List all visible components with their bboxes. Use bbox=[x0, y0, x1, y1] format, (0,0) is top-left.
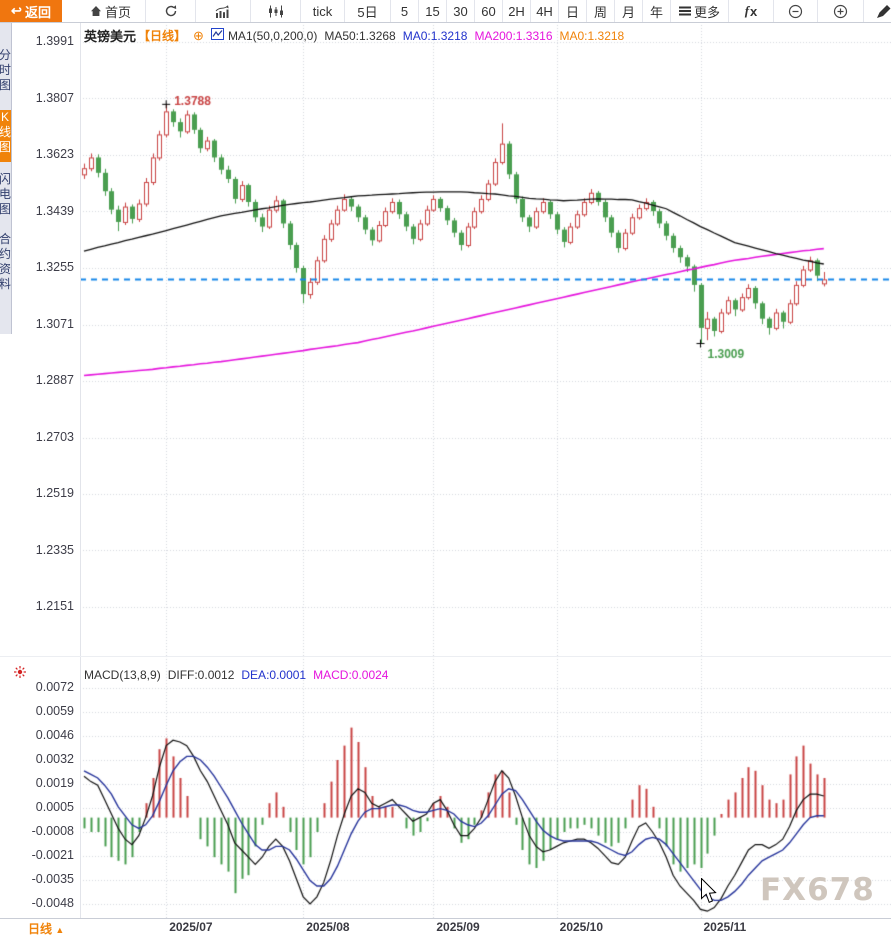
interval-button-年[interactable]: 年 bbox=[643, 0, 671, 22]
main-y-tick: 1.2887 bbox=[2, 373, 74, 387]
more-button[interactable]: 更多 bbox=[671, 0, 729, 22]
interval-button-60[interactable]: 60 bbox=[475, 0, 503, 22]
home-icon bbox=[90, 5, 102, 17]
macd-y-tick: -0.0008 bbox=[2, 824, 74, 838]
tick-label: tick bbox=[313, 4, 333, 19]
back-button[interactable]: ↩ 返回 bbox=[0, 0, 62, 22]
zoom-in-icon bbox=[833, 4, 848, 19]
interval-button-月[interactable]: 月 bbox=[615, 0, 643, 22]
macd-y-tick: 0.0005 bbox=[2, 800, 74, 814]
indicator-settings-icon[interactable] bbox=[13, 665, 27, 684]
period-switcher[interactable]: 日线 ▲ bbox=[28, 920, 64, 937]
main-y-tick: 1.3807 bbox=[2, 91, 74, 105]
tick-button[interactable]: tick bbox=[301, 0, 345, 22]
axis-border bbox=[80, 22, 81, 918]
macd-y-tick: -0.0048 bbox=[2, 896, 74, 910]
home-button[interactable]: 首页 bbox=[76, 0, 146, 22]
draw-pencil-button[interactable] bbox=[864, 0, 891, 22]
five-day-button[interactable]: 5日 bbox=[345, 0, 391, 22]
main-y-tick: 1.3623 bbox=[2, 147, 74, 161]
macd-y-tick: 0.0046 bbox=[2, 728, 74, 742]
sidebar-tab-4[interactable]: 合约资料 bbox=[0, 232, 11, 306]
main-y-tick: 1.3071 bbox=[2, 317, 74, 331]
x-axis-date: 2025/11 bbox=[704, 920, 747, 934]
macd-y-tick: -0.0035 bbox=[2, 872, 74, 886]
pencil-icon bbox=[875, 4, 891, 19]
main-chart-canvas[interactable] bbox=[80, 22, 891, 656]
zoom-out-button[interactable] bbox=[774, 0, 818, 22]
refresh-icon bbox=[164, 4, 178, 18]
sidebar-tab-3[interactable]: 闪电图 bbox=[0, 172, 11, 230]
interval-button-日[interactable]: 日 bbox=[559, 0, 587, 22]
interval-button-周[interactable]: 周 bbox=[587, 0, 615, 22]
fx-icon: f bbox=[745, 3, 749, 19]
more-icon bbox=[679, 6, 691, 16]
more-label: 更多 bbox=[694, 2, 720, 21]
back-label: 返回 bbox=[25, 2, 51, 21]
main-y-tick: 1.2151 bbox=[2, 599, 74, 613]
interval-button-30[interactable]: 30 bbox=[447, 0, 475, 22]
toolbar-spacer bbox=[62, 0, 76, 22]
macd-y-tick: 0.0032 bbox=[2, 752, 74, 766]
macd-chart-canvas[interactable] bbox=[80, 656, 891, 918]
macd-y-tick: 0.0059 bbox=[2, 704, 74, 718]
x-axis-date: 2025/09 bbox=[436, 920, 479, 934]
candlestick-chart-icon bbox=[268, 5, 284, 18]
x-axis-date: 2025/08 bbox=[306, 920, 349, 934]
main-y-tick: 1.2703 bbox=[2, 430, 74, 444]
indicator-fx-button[interactable]: ffxx bbox=[729, 0, 774, 22]
fx-x: x bbox=[750, 4, 757, 19]
main-y-tick: 1.3439 bbox=[2, 204, 74, 218]
interval-button-5[interactable]: 5 bbox=[391, 0, 419, 22]
main-y-tick: 1.2519 bbox=[2, 486, 74, 500]
trend-chart-icon bbox=[215, 5, 231, 18]
sidebar-tab-1[interactable]: 分时图 bbox=[0, 48, 11, 106]
candlestick-chart-button[interactable] bbox=[251, 0, 301, 22]
zoom-out-icon bbox=[788, 4, 803, 19]
main-y-tick: 1.3991 bbox=[2, 34, 74, 48]
interval-button-2H[interactable]: 2H bbox=[503, 0, 531, 22]
back-icon: ↩ bbox=[11, 3, 22, 19]
zoom-in-button[interactable] bbox=[818, 0, 864, 22]
home-label: 首页 bbox=[105, 2, 131, 21]
macd-y-tick: 0.0019 bbox=[2, 776, 74, 790]
trend-chart-button[interactable] bbox=[196, 0, 251, 22]
x-axis-date: 2025/10 bbox=[560, 920, 603, 934]
refresh-button[interactable] bbox=[146, 0, 196, 22]
macd-y-tick: -0.0021 bbox=[2, 848, 74, 862]
five-day-label: 5日 bbox=[357, 2, 377, 21]
x-axis-date: 2025/07 bbox=[169, 920, 212, 934]
main-y-tick: 1.3255 bbox=[2, 260, 74, 274]
panel-divider bbox=[0, 656, 891, 657]
interval-button-15[interactable]: 15 bbox=[419, 0, 447, 22]
interval-button-4H[interactable]: 4H bbox=[531, 0, 559, 22]
main-y-tick: 1.2335 bbox=[2, 543, 74, 557]
